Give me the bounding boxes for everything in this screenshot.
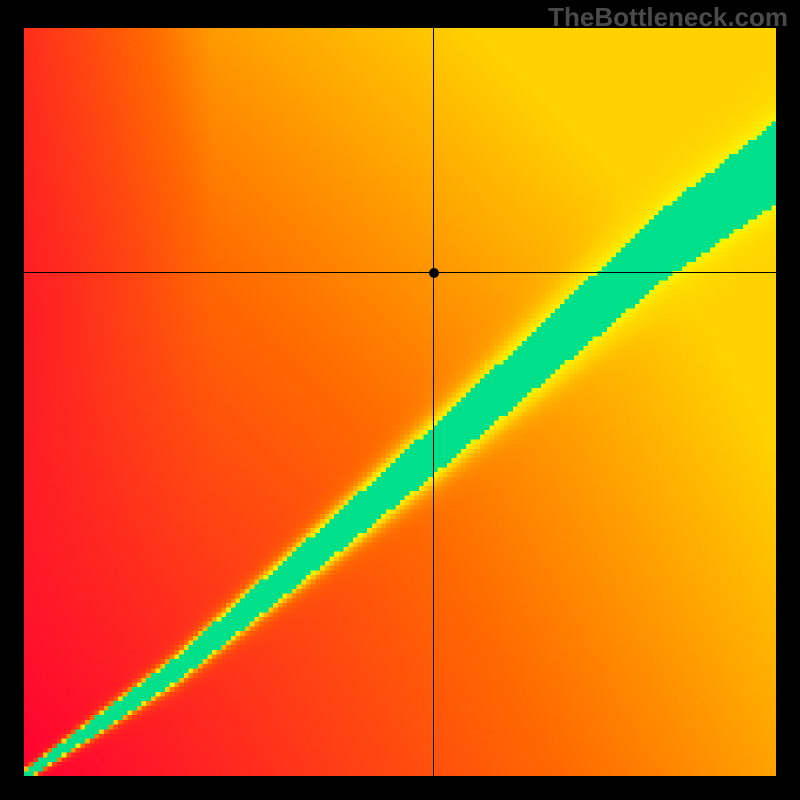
crosshair-horizontal bbox=[24, 272, 776, 273]
heatmap-canvas bbox=[24, 28, 776, 776]
crosshair-marker bbox=[429, 268, 439, 278]
watermark-text: TheBottleneck.com bbox=[548, 2, 788, 33]
crosshair-vertical bbox=[433, 28, 434, 776]
